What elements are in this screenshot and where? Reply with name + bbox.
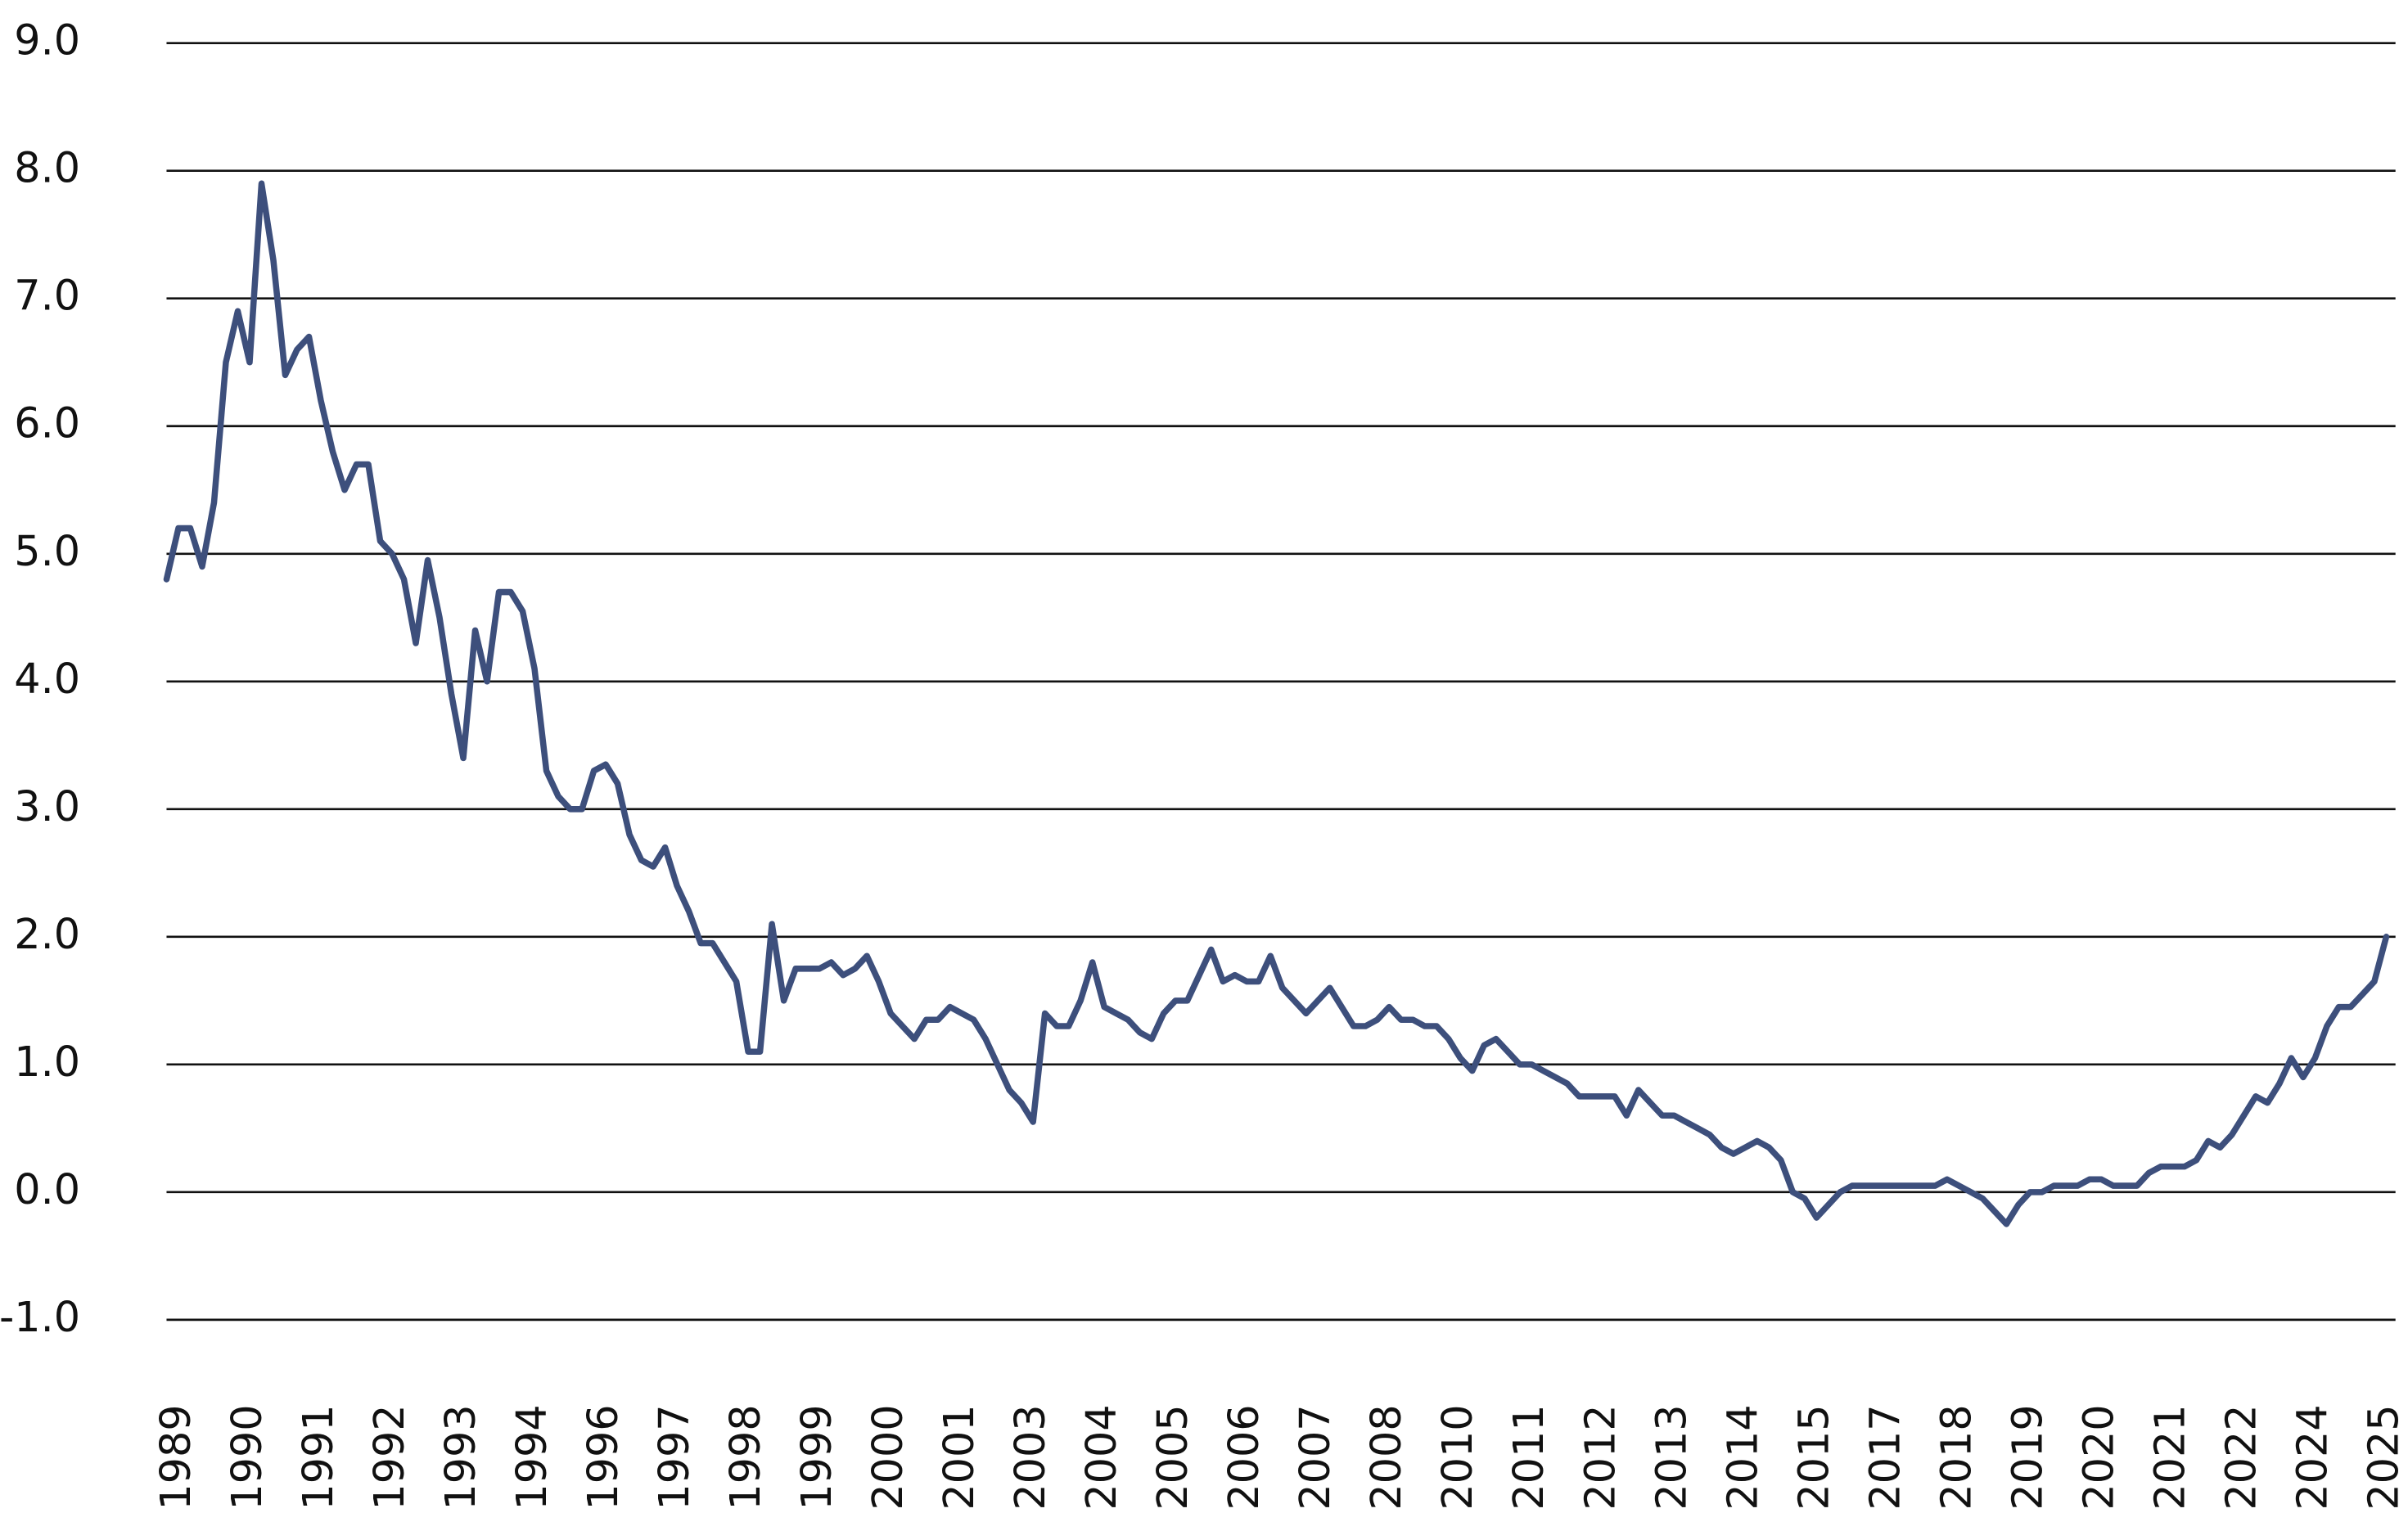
x-tick-label: 1999 bbox=[792, 1404, 841, 1510]
x-tick-label: 2013 bbox=[1647, 1404, 1695, 1510]
x-tick-label: 2005 bbox=[1148, 1404, 1197, 1510]
y-tick-label: 6.0 bbox=[14, 399, 80, 448]
x-tick-label: 1989 bbox=[151, 1404, 200, 1510]
x-tick-label: 1994 bbox=[507, 1404, 556, 1510]
y-tick-label: 5.0 bbox=[14, 527, 80, 575]
y-tick-label: 2.0 bbox=[14, 910, 80, 958]
x-tick-label: 2024 bbox=[2288, 1404, 2336, 1510]
x-tick-label: 2007 bbox=[1291, 1404, 1339, 1510]
y-tick-label: 4.0 bbox=[14, 655, 80, 703]
x-tick-label: 1993 bbox=[436, 1404, 485, 1510]
x-tick-label: 2006 bbox=[1220, 1404, 1268, 1510]
x-tick-label: 1998 bbox=[721, 1404, 769, 1510]
x-tick-label: 2018 bbox=[1932, 1404, 1980, 1510]
x-tick-label: 2003 bbox=[1006, 1404, 1054, 1510]
x-tick-label: 2001 bbox=[935, 1404, 983, 1510]
x-tick-label: 1992 bbox=[365, 1404, 413, 1510]
x-tick-label: 2004 bbox=[1077, 1404, 1125, 1510]
y-tick-label: 9.0 bbox=[14, 16, 80, 65]
x-tick-label: 2008 bbox=[1362, 1404, 1410, 1510]
x-tick-label: 2017 bbox=[1860, 1404, 1909, 1510]
x-tick-label: 1996 bbox=[579, 1404, 627, 1510]
x-tick-label: 2020 bbox=[2074, 1404, 2122, 1510]
data-line bbox=[163, 180, 2390, 1227]
y-tick-label: 8.0 bbox=[14, 144, 80, 192]
x-tick-label: 2019 bbox=[2003, 1404, 2051, 1510]
x-tick-label: 2012 bbox=[1576, 1404, 1624, 1510]
x-tick-label: 2021 bbox=[2145, 1404, 2194, 1510]
x-tick-label: 2015 bbox=[1789, 1404, 1838, 1510]
x-tick-label: 2011 bbox=[1504, 1404, 1553, 1510]
y-tick-label: 7.0 bbox=[14, 272, 80, 320]
x-tick-label: 1991 bbox=[294, 1404, 342, 1510]
y-tick-label: 3.0 bbox=[14, 782, 80, 831]
x-tick-label: 2010 bbox=[1433, 1404, 1481, 1510]
x-tick-label: 1990 bbox=[223, 1404, 271, 1510]
y-tick-label: 1.0 bbox=[14, 1038, 80, 1086]
x-tick-label: 1997 bbox=[650, 1404, 698, 1510]
y-tick-label: -1.0 bbox=[0, 1293, 80, 1341]
x-tick-label: 2014 bbox=[1718, 1404, 1766, 1510]
x-tick-label: 2000 bbox=[864, 1404, 912, 1510]
x-tick-label: 2025 bbox=[2359, 1404, 2407, 1510]
y-tick-label: 0.0 bbox=[14, 1165, 80, 1214]
x-tick-label: 2022 bbox=[2216, 1404, 2265, 1510]
